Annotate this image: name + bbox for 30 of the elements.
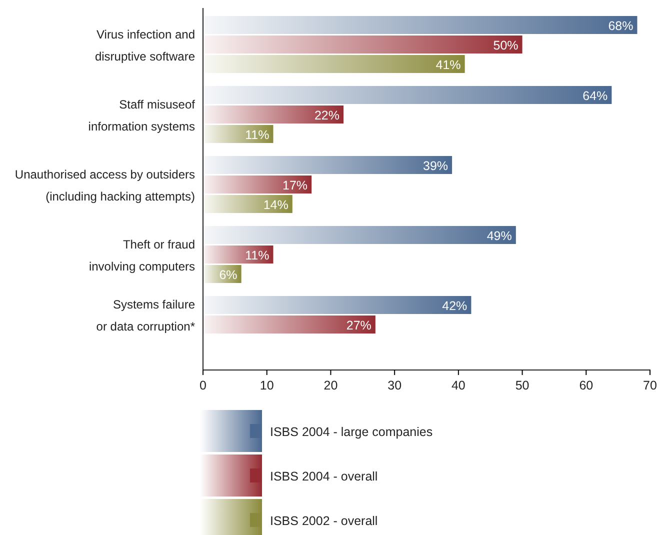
y-tick-label: Unauthorised access by outsiders (including hacking attempts): [14, 167, 195, 204]
data-label: 11%: [245, 248, 270, 262]
data-label: 27%: [346, 318, 372, 332]
legend-label: ISBS 2004 - large companies: [270, 425, 433, 439]
y-tick-label: Systems failure or data corruption*: [96, 298, 196, 334]
x-tick-label: 30: [388, 378, 402, 392]
x-tick-label: 10: [260, 378, 274, 392]
x-tick-label: 20: [324, 378, 338, 392]
data-label: 39%: [423, 159, 448, 173]
x-tick-label: 40: [451, 378, 466, 392]
x-tick-label: 50: [515, 378, 530, 392]
x-tick-label: 0: [200, 378, 207, 392]
data-label: 50%: [493, 38, 518, 52]
y-tick-label: Theft or fraud involving computers: [88, 237, 195, 274]
data-label: 14%: [263, 198, 288, 212]
legend-label: ISBS 2004 - overall: [270, 470, 378, 484]
data-label: 17%: [282, 178, 308, 192]
data-label: 42%: [442, 299, 468, 313]
legend-label: ISBS 2002 - overall: [270, 514, 378, 528]
data-label: 22%: [314, 108, 340, 122]
data-label: 49%: [486, 229, 512, 243]
data-label: 64%: [582, 89, 608, 103]
data-label: 41%: [436, 58, 461, 72]
y-tick-label: Virus infection and disruptive software: [94, 27, 196, 64]
data-label: 11%: [245, 128, 270, 142]
data-label: 68%: [608, 19, 634, 33]
x-tick-label: 60: [579, 378, 594, 392]
y-tick-label: Staff misuseof information systems: [88, 97, 196, 134]
data-label: 6%: [219, 268, 238, 282]
x-tick-label: 70: [643, 378, 657, 392]
